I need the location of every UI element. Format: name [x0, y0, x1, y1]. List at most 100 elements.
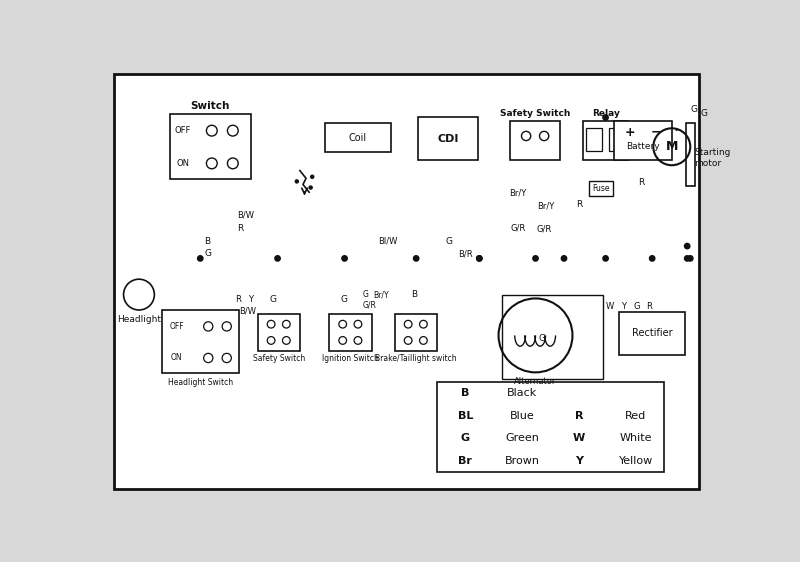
Bar	[418, 117, 478, 160]
Text: R: R	[576, 200, 582, 209]
Text: B: B	[461, 388, 470, 398]
Text: OFF: OFF	[174, 126, 191, 135]
Bar	[510, 121, 560, 160]
Text: Br: Br	[458, 456, 472, 466]
Text: +: +	[625, 126, 635, 139]
Bar	[329, 314, 371, 351]
Text: G: G	[538, 334, 545, 343]
Circle shape	[603, 256, 608, 261]
Text: motor: motor	[694, 159, 722, 168]
Bar	[502, 294, 602, 379]
Text: Br/Y: Br/Y	[509, 188, 526, 197]
Text: W: W	[573, 433, 585, 443]
Bar	[394, 314, 437, 351]
Text: ON: ON	[176, 159, 189, 168]
Text: G: G	[205, 250, 211, 259]
Circle shape	[275, 256, 280, 261]
Bar	[170, 114, 250, 179]
Bar	[162, 310, 239, 373]
Text: B: B	[410, 290, 417, 299]
Text: Y: Y	[248, 296, 254, 305]
Text: Bl/W: Bl/W	[378, 237, 397, 246]
Bar	[583, 121, 628, 160]
Circle shape	[533, 256, 538, 261]
Text: R: R	[638, 179, 644, 188]
Text: Brown: Brown	[505, 456, 540, 466]
Bar	[590, 180, 613, 196]
Text: Rectifier: Rectifier	[632, 328, 673, 338]
Text: G: G	[701, 109, 708, 118]
Text: G: G	[690, 105, 698, 114]
Circle shape	[477, 256, 482, 261]
Text: Blue: Blue	[510, 411, 534, 421]
Circle shape	[295, 180, 298, 183]
Circle shape	[562, 256, 566, 261]
Text: Battery: Battery	[626, 142, 660, 151]
Text: G/R: G/R	[510, 224, 526, 233]
Circle shape	[685, 243, 690, 249]
Text: Yellow: Yellow	[618, 456, 653, 466]
Text: BL: BL	[458, 411, 473, 421]
Text: CDI: CDI	[437, 134, 458, 144]
Text: G: G	[445, 237, 452, 246]
Circle shape	[477, 256, 482, 261]
Circle shape	[685, 256, 690, 261]
Bar	[437, 382, 664, 473]
Circle shape	[687, 256, 693, 261]
Text: OFF: OFF	[170, 322, 184, 331]
Text: R: R	[237, 224, 243, 233]
Circle shape	[650, 256, 655, 261]
Text: G: G	[270, 296, 277, 305]
Circle shape	[309, 186, 312, 189]
Text: Headlight: Headlight	[117, 315, 161, 324]
Text: G: G	[362, 290, 368, 299]
Text: Y: Y	[621, 302, 626, 311]
Circle shape	[342, 256, 347, 261]
Bar	[686, 123, 695, 186]
Text: ON: ON	[171, 353, 182, 362]
Circle shape	[198, 256, 203, 261]
Bar	[586, 128, 602, 151]
Text: Black: Black	[507, 388, 538, 398]
Text: Starting: Starting	[694, 148, 730, 157]
Text: G: G	[341, 296, 348, 305]
Text: Fuse: Fuse	[592, 184, 610, 193]
Text: Ignition Switch: Ignition Switch	[322, 354, 378, 363]
Bar	[619, 312, 685, 355]
Text: G: G	[633, 302, 640, 311]
Text: −: −	[650, 126, 661, 139]
Text: Alternator: Alternator	[514, 377, 557, 386]
Bar	[614, 121, 672, 160]
Bar	[326, 123, 390, 152]
Text: Switch: Switch	[190, 101, 230, 111]
Circle shape	[414, 256, 419, 261]
Text: Coil: Coil	[349, 133, 367, 143]
Text: B/R: B/R	[458, 250, 472, 259]
Text: Green: Green	[505, 433, 539, 443]
Text: White: White	[619, 433, 652, 443]
Text: Y: Y	[575, 456, 583, 466]
Text: Headlight Switch: Headlight Switch	[168, 378, 233, 387]
Bar	[610, 128, 625, 151]
Text: G/R: G/R	[362, 300, 376, 309]
Bar	[258, 314, 300, 351]
Text: M: M	[666, 140, 678, 153]
Text: Brake/Taillight switch: Brake/Taillight switch	[375, 354, 457, 363]
Text: Br/Y: Br/Y	[537, 202, 554, 211]
Text: B/W: B/W	[239, 306, 256, 315]
Text: G: G	[461, 433, 470, 443]
Text: Red: Red	[625, 411, 646, 421]
Text: Safety Switch: Safety Switch	[500, 109, 570, 118]
Text: R: R	[235, 296, 241, 305]
Circle shape	[603, 115, 608, 120]
Text: B/W: B/W	[237, 210, 254, 219]
Text: B: B	[205, 237, 210, 246]
Text: Relay: Relay	[592, 109, 619, 118]
Text: G/R: G/R	[537, 225, 552, 234]
Text: W: W	[606, 302, 614, 311]
Text: R: R	[574, 411, 583, 421]
Text: Br/Y: Br/Y	[373, 290, 389, 299]
Text: ·: ·	[673, 123, 678, 140]
Circle shape	[310, 175, 314, 178]
Text: Safety Switch: Safety Switch	[253, 354, 305, 363]
